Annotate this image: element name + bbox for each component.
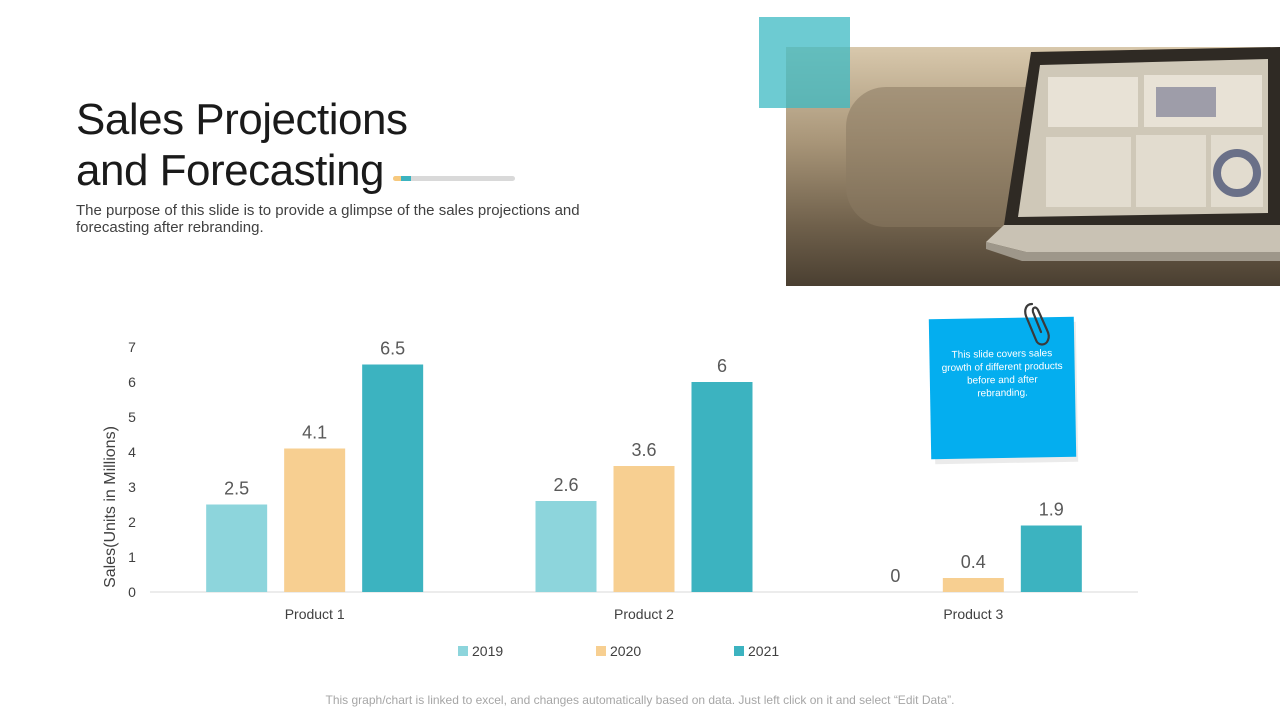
legend-label-2020: 2020 bbox=[610, 643, 641, 659]
data-label: 4.1 bbox=[302, 423, 327, 443]
bar-2020-product-3 bbox=[942, 578, 1004, 592]
sticky-note: This slide covers sales growth of differ… bbox=[928, 316, 1077, 460]
y-tick-label: 3 bbox=[128, 479, 136, 495]
y-axis-ticks: 0 1 2 3 4 5 6 7 bbox=[128, 339, 136, 600]
legend-label-2021: 2021 bbox=[748, 643, 779, 659]
y-tick-label: 0 bbox=[128, 584, 136, 600]
slide-title: Sales Projections and Forecasting bbox=[76, 94, 408, 196]
bar-2021-product-1 bbox=[362, 364, 424, 592]
y-tick-label: 5 bbox=[128, 409, 136, 425]
y-tick-label: 7 bbox=[128, 339, 136, 355]
data-label: 6.5 bbox=[380, 339, 405, 359]
bar-2021-product-3 bbox=[1020, 525, 1082, 592]
slide-subtitle: The purpose of this slide is to provide … bbox=[76, 202, 580, 236]
footer-note: This graph/chart is linked to excel, and… bbox=[325, 693, 955, 707]
legend-swatch-2020 bbox=[596, 646, 606, 656]
x-tick-label: Product 2 bbox=[614, 606, 674, 622]
underline-accent-teal bbox=[401, 176, 411, 181]
data-labels: 2.5 4.1 6.5 2.6 3.6 6 0 0.4 1.9 bbox=[224, 339, 1064, 587]
y-tick-label: 2 bbox=[128, 514, 136, 530]
legend-swatch-2021 bbox=[734, 646, 744, 656]
data-label: 1.9 bbox=[1039, 500, 1064, 520]
data-label: 6 bbox=[717, 356, 727, 376]
title-underline bbox=[393, 176, 515, 181]
teal-accent-square bbox=[759, 17, 850, 108]
legend-label-2019: 2019 bbox=[472, 643, 503, 659]
bar-2019-product-1 bbox=[206, 504, 268, 592]
y-axis-label: Sales(Units in Millions) bbox=[102, 426, 119, 588]
data-label: 0 bbox=[890, 566, 900, 586]
data-label: 2.5 bbox=[224, 479, 249, 499]
bar-2019-product-2 bbox=[535, 501, 597, 592]
data-label: 2.6 bbox=[553, 475, 578, 495]
y-tick-label: 4 bbox=[128, 444, 136, 460]
legend-swatch-2019 bbox=[458, 646, 468, 656]
bar-2021-product-2 bbox=[691, 382, 753, 592]
x-tick-label: Product 1 bbox=[285, 606, 345, 622]
y-tick-label: 6 bbox=[128, 374, 136, 390]
title-line-1: Sales Projections bbox=[76, 95, 408, 144]
data-label: 3.6 bbox=[631, 440, 656, 460]
title-line-2: and Forecasting bbox=[76, 146, 385, 195]
x-tick-label: Product 3 bbox=[943, 606, 1003, 622]
underline-accent-orange bbox=[393, 176, 401, 181]
bar-2020-product-1 bbox=[284, 448, 346, 592]
data-label: 0.4 bbox=[961, 552, 986, 572]
bar-series bbox=[206, 364, 1082, 592]
sticky-note-text: This slide covers sales growth of differ… bbox=[941, 348, 1063, 400]
bar-2020-product-2 bbox=[613, 466, 675, 592]
y-tick-label: 1 bbox=[128, 549, 136, 565]
laptop-photo bbox=[786, 47, 1280, 286]
paperclip-icon bbox=[1024, 302, 1050, 346]
laptop-illustration bbox=[846, 47, 1280, 261]
x-axis-ticks: Product 1 Product 2 Product 3 bbox=[285, 606, 1004, 622]
chart-legend: 2019 2020 2021 bbox=[458, 643, 779, 659]
